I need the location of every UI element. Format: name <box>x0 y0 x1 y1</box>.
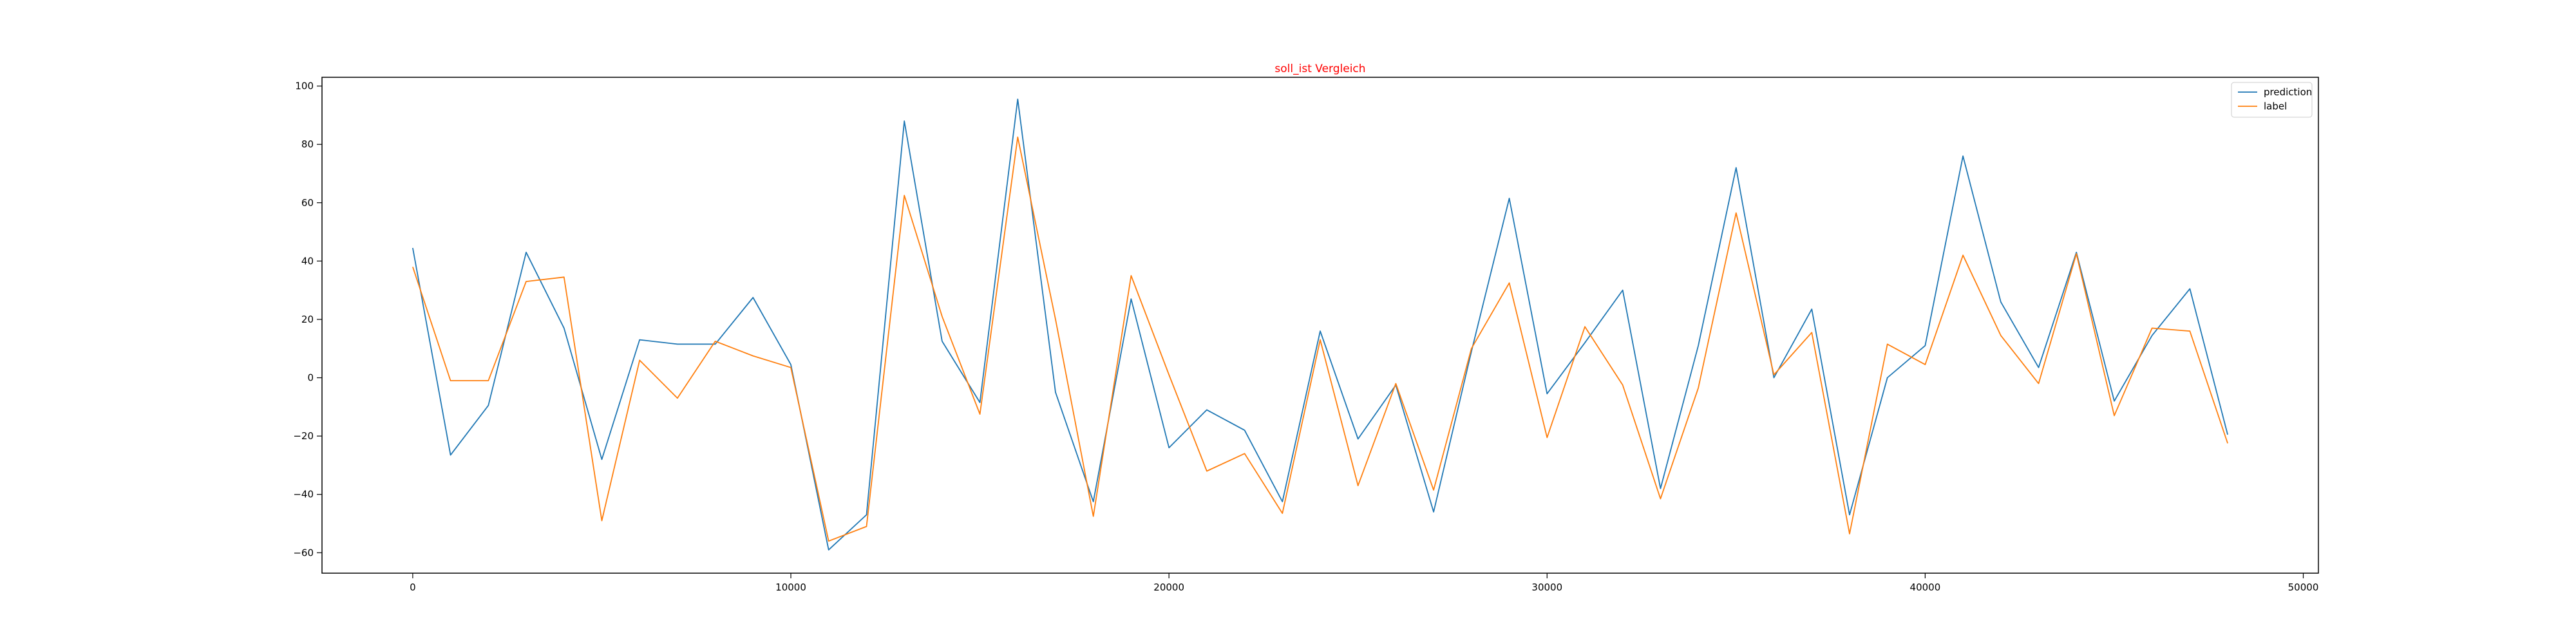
legend-box <box>2231 82 2313 118</box>
y-tick-label: 20 <box>301 314 314 325</box>
y-tick-label: −60 <box>293 547 314 558</box>
x-tick-label: 20000 <box>1153 582 1184 593</box>
x-tick-label: 40000 <box>1910 582 1941 593</box>
y-tick-label: −40 <box>293 489 314 500</box>
y-axis: −60 −40 −20 0 20 40 60 80 100 <box>293 80 322 558</box>
legend-label-prediction: prediction <box>2264 86 2312 98</box>
x-tick-label: 30000 <box>1531 582 1562 593</box>
legend: prediction label <box>2231 82 2313 118</box>
y-tick-label: −20 <box>293 430 314 442</box>
y-tick-label: 0 <box>307 372 314 384</box>
legend-label-label: label <box>2264 100 2287 112</box>
y-tick-label: 80 <box>301 138 314 150</box>
chart-title: soll_ist Vergleich <box>1274 62 1365 75</box>
y-tick-label: 40 <box>301 255 314 267</box>
y-tick-label: 100 <box>295 80 314 92</box>
plot-area <box>321 77 2319 574</box>
series-line-prediction <box>412 99 2228 551</box>
x-tick-label: 10000 <box>775 582 806 593</box>
x-tick-label: 0 <box>410 582 416 593</box>
x-tick-label: 50000 <box>2288 582 2319 593</box>
series-layer <box>412 99 2228 551</box>
y-tick-label: 60 <box>301 197 314 209</box>
x-axis: 0 10000 20000 30000 40000 50000 <box>410 573 2318 593</box>
series-line-label <box>412 136 2228 542</box>
plot-frame <box>321 77 2319 574</box>
